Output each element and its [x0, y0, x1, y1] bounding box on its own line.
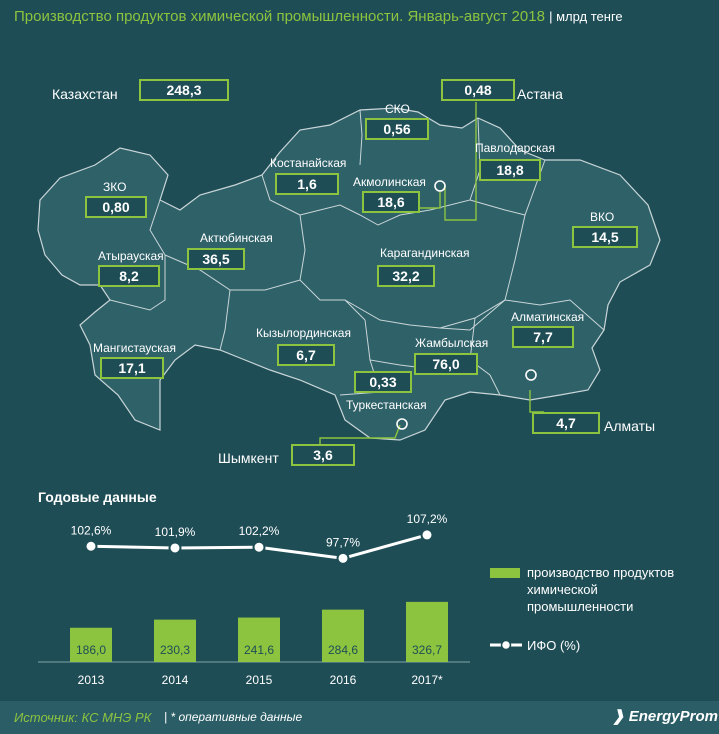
- ifo-label-2017*: 107,2%: [407, 512, 448, 526]
- value-pavlodar: 18,8: [479, 159, 541, 181]
- value-aktobe: 36,5: [187, 248, 245, 270]
- label-almaty-obl: Алматинская: [511, 310, 585, 324]
- title-text: Производство продуктов химической промыш…: [14, 8, 545, 25]
- value-zhambyl: 76,0: [414, 353, 478, 375]
- label-aktobe: Актюбинская: [200, 231, 273, 245]
- map-outline: [37, 107, 661, 441]
- brand-icon: ❱: [612, 708, 625, 725]
- value-zko: 0,80: [85, 196, 147, 218]
- tick-label-2014: 2014: [162, 673, 189, 687]
- unit-label: | млрд тенге: [549, 9, 623, 24]
- bar-2016: [322, 609, 364, 662]
- value-kostanay: 1,6: [275, 173, 339, 195]
- legend-bar-line-1: производство продуктов: [527, 565, 675, 580]
- value-karaganda: 32,2: [377, 265, 435, 287]
- bar-label-2017*: 326,7: [412, 643, 442, 657]
- label-zko: ЗКО: [103, 180, 127, 194]
- bar-label-2014: 230,3: [160, 643, 190, 657]
- ifo-point-2015: [252, 540, 266, 554]
- label-kyzylorda: Кызылординская: [256, 326, 351, 340]
- source-text: Источник: КС МНЭ РК: [14, 710, 152, 725]
- legend-bar-swatch: [490, 568, 520, 578]
- legend-bar-line-2: химической: [527, 582, 598, 597]
- bar-label-2013: 186,0: [76, 643, 106, 657]
- value-almaty-obl: 7,7: [512, 326, 574, 348]
- footer: [0, 701, 719, 734]
- label-vko: ВКО: [590, 210, 615, 224]
- ifo-label-2013: 102,6%: [71, 523, 112, 537]
- bar-2014: [154, 619, 196, 662]
- tick-label-2017*: 2017*: [411, 673, 443, 687]
- page-title: Производство продуктов химической промыш…: [14, 8, 623, 25]
- bar-2013: [70, 627, 112, 662]
- value-kyzylorda: 6,7: [277, 344, 335, 366]
- brand-name: EnergyProm: [628, 708, 718, 725]
- value-shymkent: 3,6: [291, 444, 355, 466]
- value-turkestan: 0,33: [354, 371, 412, 393]
- value-akmola: 18,6: [362, 191, 420, 213]
- ifo-label-2014: 101,9%: [155, 525, 196, 539]
- tick-label-2015: 2015: [246, 673, 273, 687]
- legend-bar-line-3: промышленности: [527, 599, 634, 614]
- legend-line-swatch: [490, 639, 522, 651]
- ifo-point-2017*: [420, 528, 434, 542]
- annual-title: Годовые данные: [38, 489, 157, 505]
- ifo-point-2013: [84, 539, 98, 553]
- label-kostanay: Костанайская: [270, 156, 347, 170]
- ifo-label-2015: 102,2%: [239, 524, 280, 538]
- value-almaty: 4,7: [532, 412, 600, 434]
- label-karaganda: Карагандинская: [380, 246, 470, 260]
- bar-label-2015: 241,6: [244, 643, 274, 657]
- label-zhambyl: Жамбылская: [415, 336, 489, 350]
- ifo-point-2016: [336, 551, 350, 565]
- label-astana: Астана: [517, 86, 563, 102]
- annual-chart: 186,0 2013 230,3 2014 241,6 2015 284,6 2016 326,…: [38, 512, 470, 687]
- tick-label-2016: 2016: [330, 673, 357, 687]
- value-mangystau: 17,1: [100, 357, 164, 379]
- astana-marker: [434, 180, 446, 192]
- footnote: | * оперативные данные: [164, 710, 303, 724]
- legend-line-label: ИФО (%): [527, 638, 581, 653]
- bar-2017*: [406, 601, 448, 662]
- label-almaty: Алматы: [604, 418, 656, 434]
- kazakhstan-map: [37, 102, 661, 450]
- ifo-label-2016: 97,7%: [326, 535, 360, 549]
- bar-2015: [238, 617, 280, 662]
- tick-label-2013: 2013: [78, 673, 105, 687]
- shymkent-marker: [396, 418, 408, 430]
- brand-logo: ❱ EnergyProm: [612, 707, 718, 725]
- label-turkestan: Туркестанская: [346, 398, 427, 412]
- almaty-marker: [525, 369, 537, 381]
- label-atyrau: Атырауская: [98, 249, 164, 263]
- value-kazakhstan: 248,3: [139, 79, 229, 101]
- value-vko: 14,5: [572, 226, 638, 248]
- value-atyrau: 8,2: [98, 265, 160, 287]
- ifo-point-2014: [168, 541, 182, 555]
- label-kazakhstan: Казахстан: [52, 86, 118, 102]
- bar-label-2016: 284,6: [328, 643, 358, 657]
- value-sko: 0,56: [365, 118, 429, 140]
- label-shymkent: Шымкент: [218, 450, 279, 466]
- label-mangystau: Мангистауская: [93, 341, 176, 355]
- label-sko: СКО: [385, 102, 410, 116]
- label-akmola: Акмолинская: [353, 175, 426, 189]
- label-pavlodar: Павлодарская: [475, 141, 555, 155]
- value-astana: 0,48: [441, 79, 515, 101]
- legend-bar-label: производство продуктов химической промыш…: [527, 564, 674, 615]
